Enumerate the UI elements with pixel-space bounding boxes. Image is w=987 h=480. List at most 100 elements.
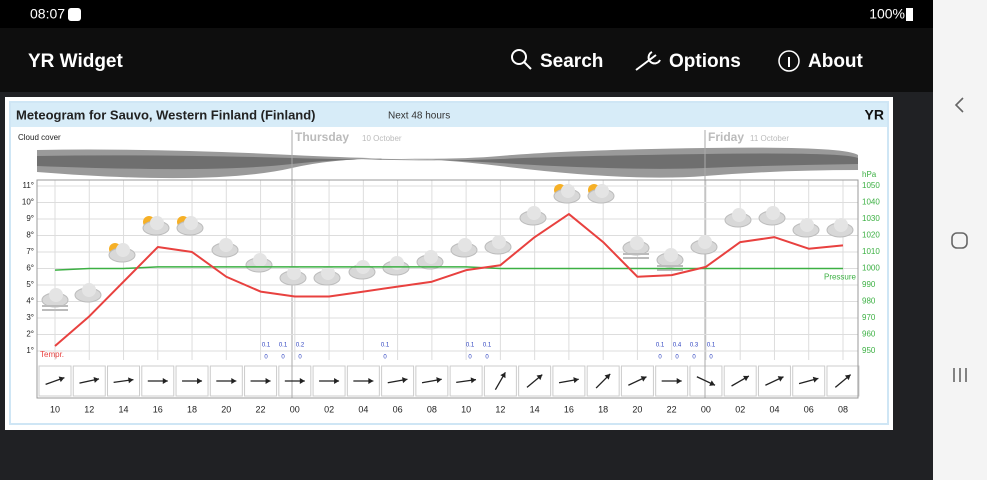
options-label: Options (669, 51, 741, 72)
precip-min: 0 (264, 355, 268, 361)
precip-max: 0.1 (483, 343, 492, 349)
y-tick-label: 10° (22, 198, 34, 207)
search-button[interactable]: Search (511, 49, 603, 72)
hour-label: 06 (804, 404, 814, 414)
plot-frame (36, 179, 859, 399)
y2-tick-label: 1000 (862, 264, 880, 273)
weather-icon (724, 208, 752, 228)
wind-cell (244, 365, 278, 397)
nav-recents[interactable] (953, 368, 967, 382)
precip-min: 0 (692, 355, 696, 361)
y-tick-label: 4° (26, 297, 34, 306)
wind-cell (38, 365, 72, 397)
wind-cell (483, 365, 517, 397)
weather-icon (587, 184, 615, 204)
weather-icon (484, 235, 512, 255)
cloud-puff (834, 218, 848, 232)
wind-head (231, 378, 237, 384)
wind-cell (175, 365, 209, 397)
app-bar (0, 28, 933, 92)
wind-head (197, 378, 203, 384)
wind-arrow (319, 378, 340, 384)
weather-icon (348, 260, 376, 280)
hour-label: 02 (324, 404, 334, 414)
wind-cell (826, 365, 860, 397)
about-label: About (808, 51, 864, 72)
y-tick-label: 6° (26, 264, 34, 273)
search-icon-handle (523, 61, 532, 70)
cloud-puff (766, 206, 780, 220)
y2-tick-label: 1050 (862, 181, 880, 190)
wind-arrow (284, 378, 305, 384)
pressure-line (54, 266, 843, 271)
y2-tick-label: 960 (862, 330, 876, 339)
cloud-cover-core (37, 153, 858, 170)
weather-icon (690, 235, 718, 255)
about-button[interactable]: About (778, 50, 864, 72)
battery-icon (906, 8, 913, 21)
weather-icon (142, 216, 170, 236)
wind-cell (381, 365, 415, 397)
hour-label: 20 (632, 404, 642, 414)
wind-arrow (628, 376, 647, 386)
wind-head (604, 373, 611, 380)
hour-label: 18 (187, 404, 197, 414)
status-icon (68, 8, 81, 21)
wind-arrow (526, 374, 543, 388)
nav-home[interactable] (951, 232, 968, 249)
wind-head (640, 376, 647, 382)
y2-tick-label: 980 (862, 297, 876, 306)
meteogram-title: Meteogram for Sauvo, Western Finland (Fi… (16, 107, 316, 122)
hour-label: 14 (530, 404, 540, 414)
hour-label: 08 (427, 404, 437, 414)
precip-min: 0 (298, 355, 302, 361)
hour-label: 10 (461, 404, 471, 414)
wind-cell (415, 365, 449, 397)
precip-max: 0.1 (466, 343, 475, 349)
wind-head (743, 375, 749, 382)
y2-tick-label: 950 (862, 346, 876, 355)
wind-arrow (216, 378, 237, 384)
wind-arrow (147, 378, 168, 384)
weather-icon (313, 266, 341, 286)
status-bar (0, 0, 933, 28)
wind-arrow (731, 375, 750, 387)
precip-max: 0.4 (673, 343, 682, 349)
wind-cell (209, 365, 243, 397)
weather-icon (450, 238, 478, 258)
cloud-puff (664, 248, 678, 262)
hour-label: 12 (495, 404, 505, 414)
y-tick-label: 9° (26, 214, 34, 223)
wind-head (500, 372, 506, 379)
wind-cell (346, 365, 380, 397)
wind-head (470, 377, 477, 384)
hour-label: 00 (290, 404, 300, 414)
wind-head (265, 378, 271, 384)
wind-head (812, 376, 819, 383)
wind-head (573, 377, 579, 384)
pressure-label: Pressure (824, 273, 857, 282)
wind-cell (312, 365, 346, 397)
day-name: Friday (708, 130, 744, 144)
precip-min: 0 (675, 355, 679, 361)
wind-head (299, 378, 305, 384)
cloud-puff (630, 236, 644, 250)
wind-cell (552, 365, 586, 397)
y-tick-label: 3° (26, 313, 34, 322)
wind-head (436, 377, 442, 384)
precip-max: 0.1 (381, 343, 390, 349)
options-button[interactable]: Options (635, 51, 741, 72)
cloud-puff (458, 238, 472, 252)
meteogram-header (11, 103, 887, 127)
precip-min: 0 (468, 355, 472, 361)
y-tick-label: 8° (26, 231, 34, 240)
wind-cell (620, 365, 654, 397)
weather-icon (826, 218, 854, 238)
hour-label: 00 (701, 404, 711, 414)
nav-back[interactable] (954, 97, 964, 113)
y2-tick-label: 1030 (862, 214, 880, 223)
wind-cell (586, 365, 620, 397)
weather-icon (519, 206, 547, 226)
precip-min: 0 (658, 355, 662, 361)
cloud-puff (561, 184, 575, 198)
